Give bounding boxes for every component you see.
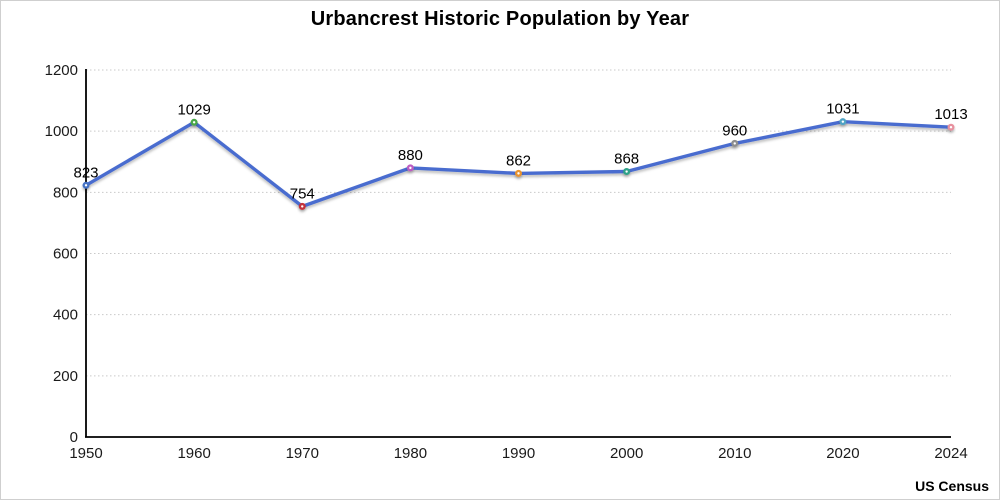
y-tick-label-400: 400: [53, 307, 78, 324]
data-point-2010: [731, 139, 739, 147]
chart-title: Urbancrest Historic Population by Year: [310, 8, 690, 30]
marker-center: [517, 172, 520, 175]
y-tick-label-200: 200: [53, 368, 78, 385]
marker-center: [301, 205, 304, 208]
x-tick-label-2024: 2024: [934, 445, 967, 462]
y-tick-label-600: 600: [53, 246, 78, 263]
x-tick-label-1970: 1970: [286, 445, 319, 462]
x-tick-label-1950: 1950: [69, 445, 102, 462]
marker-center: [841, 120, 845, 123]
marker-center: [949, 125, 953, 129]
x-tick-label-1980: 1980: [394, 445, 427, 462]
data-points: [82, 118, 955, 210]
source-label: US Census: [915, 478, 989, 494]
x-tick-label-1960: 1960: [177, 445, 210, 462]
data-label-2020: 1031: [826, 101, 859, 118]
x-tick-label-2010: 2010: [718, 445, 751, 462]
data-point-1970: [298, 202, 306, 210]
data-point-2024: [947, 123, 955, 131]
data-point-1990: [515, 169, 522, 177]
data-label-2000: 868: [614, 151, 639, 168]
x-tick-label-2000: 2000: [610, 445, 643, 462]
y-axis-labels: 0 200 400 600 800 1000 1200: [45, 62, 78, 446]
y-tick-label-1200: 1200: [45, 62, 78, 79]
data-label-1950: 823: [73, 164, 98, 181]
data-point-1960: [190, 118, 198, 126]
data-label-1970: 754: [290, 185, 315, 202]
data-label-1960: 1029: [177, 101, 210, 118]
data-label-2024: 1013: [934, 106, 967, 123]
y-tick-label-800: 800: [53, 184, 78, 201]
x-tick-label-2020: 2020: [826, 445, 859, 462]
data-labels: 823 1029 754 880 862 868 960 1031 1013: [73, 101, 967, 203]
y-tick-label-0: 0: [70, 429, 78, 446]
marker-center: [625, 170, 628, 173]
marker-center: [192, 121, 196, 124]
marker-center: [409, 166, 412, 170]
data-point-1980: [406, 164, 414, 172]
x-axis-labels: 1950 1960 1970 1980 1990 2000 2010 2020 2024: [69, 445, 967, 462]
data-point-2020: [839, 118, 847, 126]
marker-center: [84, 184, 88, 187]
y-tick-label-1000: 1000: [45, 123, 78, 140]
data-point-2000: [623, 168, 631, 176]
data-point-1950: [82, 181, 90, 189]
data-label-2010: 960: [722, 122, 747, 139]
marker-center: [733, 142, 736, 145]
x-tick-label-1990: 1990: [502, 445, 535, 462]
gridlines: [86, 69, 951, 377]
data-label-1980: 880: [398, 147, 423, 164]
data-label-1990: 862: [506, 152, 531, 169]
axes: [85, 69, 951, 438]
